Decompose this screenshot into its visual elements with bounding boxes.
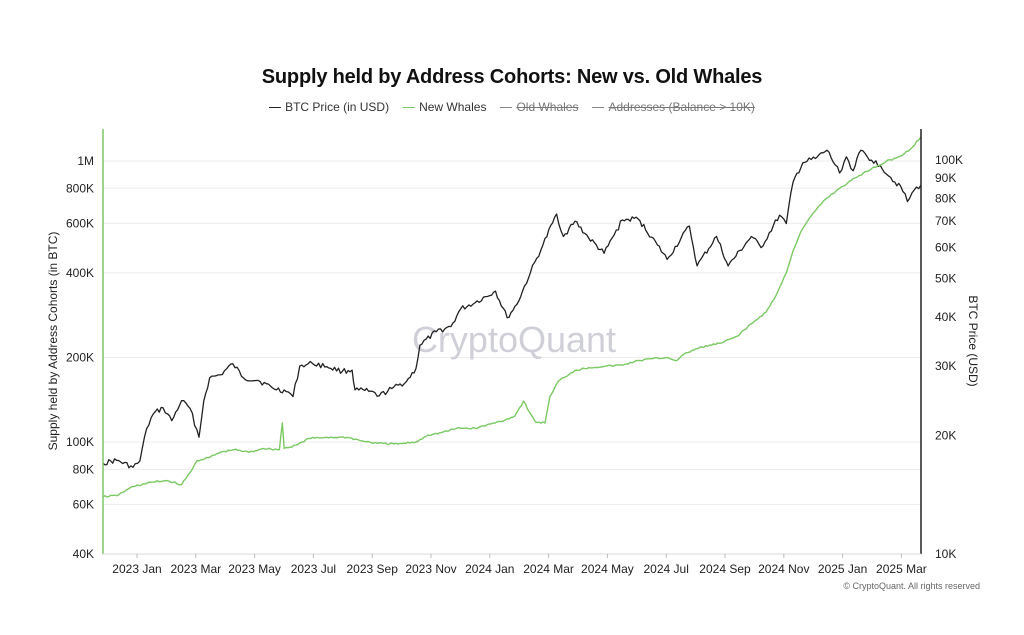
copyright-footer: © CryptoQuant. All rights reserved bbox=[843, 581, 980, 591]
x-tick-label: 2024 Nov bbox=[758, 562, 809, 576]
y-left-tick-label: 600K bbox=[66, 216, 94, 230]
y-right-tick-label: 50K bbox=[935, 272, 956, 286]
legend-swatch bbox=[403, 107, 416, 109]
y-right-tick-label: 10K bbox=[935, 547, 956, 561]
x-tick-label: 2023 Mar bbox=[170, 562, 221, 576]
x-tick-label: 2024 Mar bbox=[523, 562, 574, 576]
y-left-tick-label: 1M bbox=[77, 154, 94, 168]
x-tick-label: 2024 Jul bbox=[644, 562, 689, 576]
y-right-tick-label: 90K bbox=[935, 171, 956, 185]
y-left-tick-label: 100K bbox=[66, 435, 94, 449]
legend-label: BTC Price (in USD) bbox=[285, 100, 390, 114]
x-tick-label: 2023 Nov bbox=[405, 562, 456, 576]
legend-item-0[interactable]: BTC Price (in USD) bbox=[269, 100, 389, 114]
x-tick-label: 2023 Sep bbox=[347, 562, 399, 576]
y-left-tick-label: 200K bbox=[66, 351, 94, 365]
x-axis-ticks: 2023 Jan 2023 Mar 2023 May 2023 Jul 2023 Sep… bbox=[112, 554, 927, 576]
legend-swatch bbox=[500, 107, 513, 109]
y-left-tick-label: 800K bbox=[66, 181, 94, 195]
y-right-tick-label: 40K bbox=[935, 310, 956, 324]
y-left-tick-label: 60K bbox=[73, 497, 94, 511]
y-right-tick-label: 60K bbox=[935, 241, 956, 255]
y-axis-left-title: Supply held by Address Cohorts (in BTC) bbox=[46, 232, 60, 451]
y-axis-left-ticks: 40K 60K 80K 100K 200K 400K 600K 800K 1M bbox=[66, 154, 94, 561]
y-axis-right-ticks: 10K 20K 30K 40K 50K 60K 70K 80K 90K 100K bbox=[935, 153, 963, 561]
axes bbox=[102, 129, 922, 555]
x-tick-label: 2023 Jan bbox=[112, 562, 161, 576]
legend-label: Old Whales bbox=[516, 100, 579, 114]
x-tick-label: 2024 Sep bbox=[699, 562, 751, 576]
legend-label: New Whales bbox=[419, 100, 487, 114]
y-axis-right-title: BTC Price (USD) bbox=[966, 295, 980, 386]
y-right-tick-label: 70K bbox=[935, 214, 956, 228]
x-tick-label: 2024 May bbox=[581, 562, 634, 576]
series-layer bbox=[102, 136, 922, 498]
y-right-tick-label: 80K bbox=[935, 191, 956, 205]
x-tick-label: 2023 May bbox=[228, 562, 281, 576]
legend-label: Addresses (Balance > 10K) bbox=[608, 100, 755, 114]
legend-item-1[interactable]: New Whales bbox=[403, 100, 486, 114]
y-right-tick-label: 20K bbox=[935, 428, 956, 442]
y-left-tick-label: 400K bbox=[66, 266, 94, 280]
legend-item-2[interactable]: Old Whales bbox=[500, 100, 578, 114]
y-left-tick-label: 40K bbox=[73, 547, 94, 561]
x-tick-label: 2025 Jan bbox=[818, 562, 867, 576]
chart-legend: BTC Price (in USD) New Whales Old Whales Ad… bbox=[0, 100, 1024, 114]
btc-price-line bbox=[102, 149, 922, 469]
x-tick-label: 2023 Jul bbox=[291, 562, 336, 576]
new-whales-line bbox=[102, 136, 922, 498]
watermark-text: CryptoQuant bbox=[412, 319, 616, 360]
legend-item-3[interactable]: Addresses (Balance > 10K) bbox=[592, 100, 755, 114]
legend-swatch bbox=[592, 107, 605, 109]
y-left-tick-label: 80K bbox=[73, 462, 94, 476]
legend-swatch bbox=[269, 107, 282, 109]
chart-title: Supply held by Address Cohorts: New vs. … bbox=[261, 66, 763, 88]
x-tick-label: 2025 Mar bbox=[876, 562, 927, 576]
y-right-tick-label: 30K bbox=[935, 359, 956, 373]
x-tick-label: 2024 Jan bbox=[465, 562, 514, 576]
y-right-tick-label: 100K bbox=[935, 153, 963, 167]
